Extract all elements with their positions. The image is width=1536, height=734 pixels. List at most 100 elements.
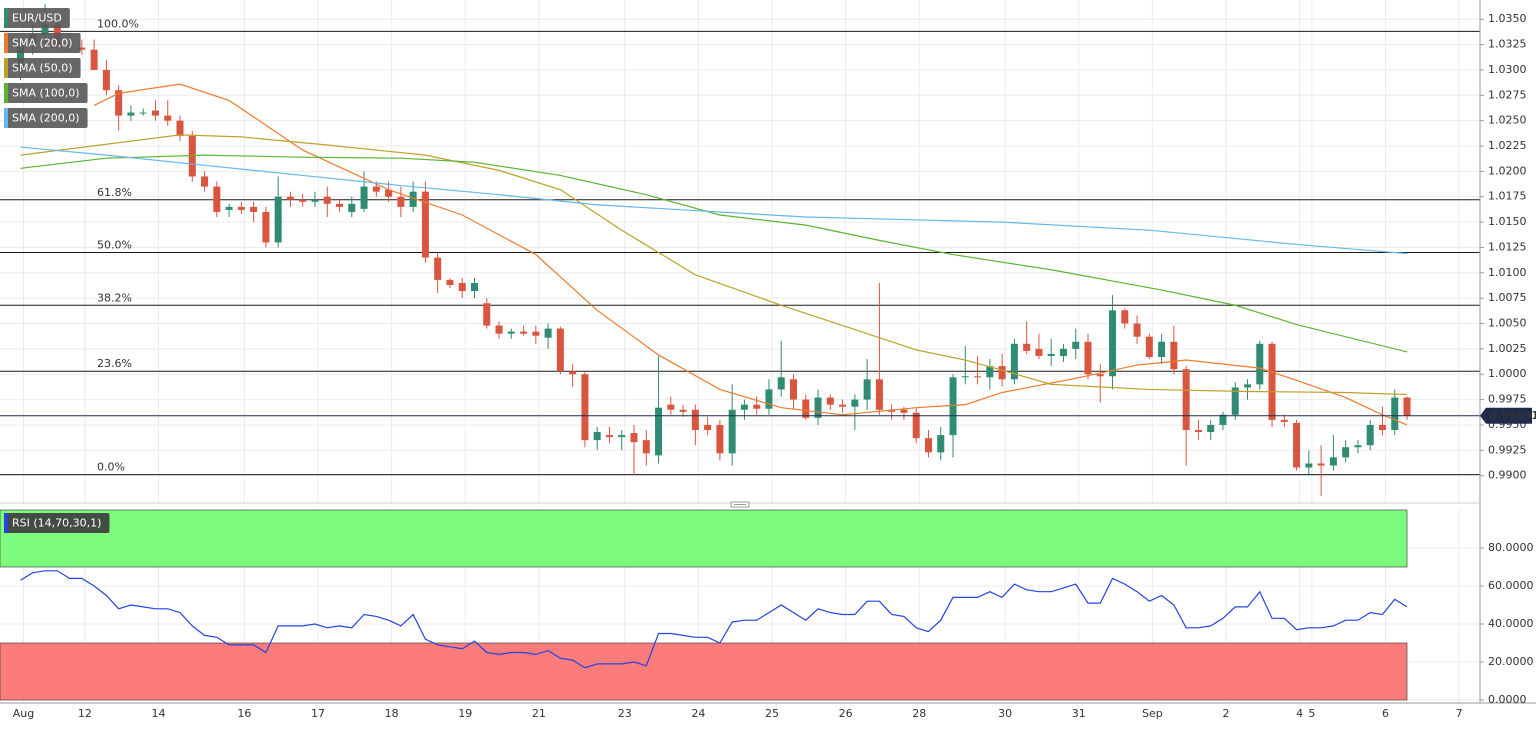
- candle-body: [41, 24, 49, 35]
- candle-body: [1084, 341, 1092, 375]
- candle-body: [1010, 343, 1018, 380]
- legend-swatch: [4, 8, 8, 28]
- candle-body: [1317, 463, 1325, 466]
- y-tick-label: 0.9900: [1488, 469, 1527, 482]
- candle-body: [1219, 414, 1227, 425]
- y-tick-label: 1.0300: [1488, 63, 1527, 76]
- candle-body: [998, 366, 1006, 380]
- candle-body: [949, 377, 957, 436]
- y-tick-label: 40.0000: [1488, 617, 1534, 630]
- candle-body: [1133, 323, 1141, 337]
- y-tick-label: 1.0175: [1488, 190, 1527, 203]
- candle-body: [716, 424, 724, 454]
- candle-body: [336, 203, 344, 207]
- y-tick-label: 1.0250: [1488, 114, 1527, 127]
- candle-body: [78, 47, 86, 50]
- legend-badge[interactable]: [4, 8, 70, 28]
- x-tick-label: 31: [1072, 707, 1086, 720]
- candle-body: [728, 409, 736, 454]
- candle-body: [569, 371, 577, 375]
- candle-body: [139, 112, 147, 114]
- legend-label: SMA (20,0): [12, 37, 73, 50]
- candle-body: [900, 409, 908, 413]
- candle-body: [1256, 343, 1264, 385]
- candle-body: [1072, 341, 1080, 349]
- candle-body: [115, 90, 123, 116]
- x-tick-label: 18: [385, 707, 399, 720]
- x-tick-label: 25: [765, 707, 779, 720]
- candle-body: [1366, 424, 1374, 446]
- x-tick-label: 4: [1296, 707, 1303, 720]
- candle-body: [397, 196, 405, 207]
- legend-swatch: [4, 58, 8, 78]
- legend: EUR/USD SMA (20,0) SMA (50,0) SMA (100,0) SM…: [4, 8, 110, 533]
- candle-body: [618, 435, 626, 438]
- candle-body: [605, 435, 613, 438]
- fib-label: 100.0%: [97, 17, 139, 30]
- candle-body: [753, 404, 761, 409]
- candle-body: [1059, 348, 1067, 356]
- candle-body: [507, 331, 515, 334]
- candle-body: [1293, 422, 1301, 468]
- fib-label: 50.0%: [97, 239, 132, 252]
- x-tick-label: 19: [458, 707, 472, 720]
- legend-swatch: [4, 33, 8, 53]
- y-tick-label: 1.0075: [1488, 291, 1527, 304]
- candle-body: [102, 69, 110, 91]
- candle-body: [1244, 384, 1251, 388]
- candle-body: [826, 397, 834, 405]
- candle-body: [458, 282, 466, 292]
- candle-body: [1170, 341, 1178, 370]
- candle-body: [520, 331, 528, 334]
- candle-body: [286, 196, 294, 200]
- candle-body: [262, 211, 270, 243]
- candle-body: [1047, 353, 1055, 356]
- x-tick-label: 17: [311, 707, 325, 720]
- candle-body: [409, 191, 417, 207]
- candle-body: [814, 397, 822, 418]
- candle-body: [299, 199, 307, 202]
- candle-body: [237, 206, 245, 210]
- x-tick-label: Aug: [13, 707, 34, 720]
- candle-body: [1305, 463, 1313, 468]
- x-tick-label: 21: [532, 707, 546, 720]
- y-tick-label: 0.0000: [1488, 693, 1527, 706]
- candle-body: [765, 389, 773, 409]
- candle-body: [250, 206, 258, 212]
- legend-badge[interactable]: [4, 513, 110, 533]
- x-tick-label: 23: [618, 707, 632, 720]
- candle-body: [961, 376, 969, 378]
- candle-body: [691, 409, 699, 431]
- last-price-label: 0.99591: [1489, 409, 1536, 422]
- legend-badge[interactable]: [4, 58, 81, 78]
- sma-line: [20, 154, 1408, 353]
- candle-body: [348, 203, 356, 212]
- candle-body: [1342, 447, 1350, 458]
- candle-body: [974, 376, 982, 378]
- legend-badge[interactable]: [4, 108, 88, 128]
- legend-badge[interactable]: [4, 83, 88, 103]
- candle-body: [740, 404, 748, 410]
- candle-body: [655, 407, 663, 456]
- candle-body: [164, 115, 172, 121]
- candle-body: [1121, 310, 1129, 324]
- legend-badge[interactable]: [4, 33, 81, 53]
- x-tick-label: 14: [151, 707, 165, 720]
- y-tick-label: 1.0125: [1488, 240, 1527, 253]
- candle-body: [213, 186, 221, 212]
- legend-label: EUR/USD: [12, 12, 62, 25]
- candle-body: [1231, 387, 1239, 415]
- rsi-line: [20, 570, 1408, 669]
- candle-body: [839, 404, 847, 407]
- candle-body: [863, 379, 871, 400]
- candle-body: [1391, 397, 1399, 431]
- x-tick-label: 24: [691, 707, 705, 720]
- candle-body: [704, 424, 712, 431]
- legend-swatch: [4, 83, 8, 103]
- candle-body: [790, 379, 798, 400]
- x-tick-label: 12: [78, 707, 92, 720]
- legend-swatch: [4, 108, 8, 128]
- y-tick-label: 1.0275: [1488, 88, 1527, 101]
- candle-body: [483, 303, 491, 326]
